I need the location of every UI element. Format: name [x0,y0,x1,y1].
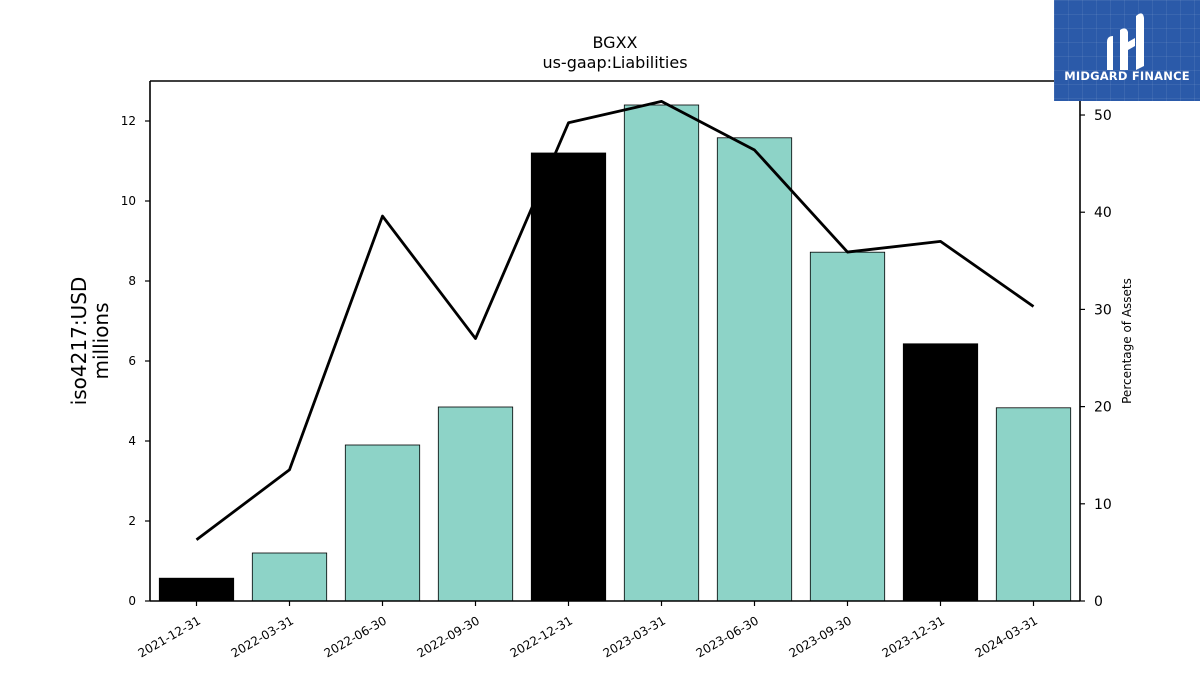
y2-tick-label: 0 [1094,594,1103,610]
bar [623,104,700,602]
y2-tick-label: 50 [1094,108,1112,124]
brand-name: MIDGARD FINANCE [1064,69,1190,83]
x-tick-label: 2022-12-31 [508,613,575,660]
x-tick-label: 2023-12-31 [880,613,947,660]
bar [902,343,979,602]
bar [251,552,328,602]
y-tick-label: 8 [128,274,136,288]
chart-subtitle: us-gaap:Liabilities [542,53,687,72]
x-tick-label: 2022-09-30 [415,613,482,660]
brand-logo: MIDGARD FINANCE [1054,0,1200,101]
y-tick-label: 0 [128,594,136,608]
percentage-line [195,100,1035,541]
bar [809,251,886,602]
x-tick-label: 2024-03-31 [973,613,1040,660]
x-tick-label: 2021-12-31 [136,613,203,660]
axes [149,80,1081,602]
bars [158,104,1072,602]
bar [158,577,235,602]
y-tick-label: 2 [128,514,136,528]
bar [437,406,514,602]
x-tick-label: 2023-09-30 [787,613,854,660]
x-tick-label: 2023-03-31 [601,613,668,660]
chart-title: BGXX [592,33,637,52]
bar [716,137,793,602]
y-tick-label: 12 [121,114,136,128]
y-tick-label: 6 [128,354,136,368]
line-series [195,100,1035,541]
y-axis-label-line: millions [89,302,113,379]
bar [530,152,607,602]
y2-tick-label: 40 [1094,205,1112,221]
midgard-logo-icon [1107,13,1144,70]
x-tick-label: 2022-03-31 [229,613,296,660]
y-tick-label: 10 [121,194,136,208]
y-tick-label: 4 [128,434,136,448]
y2-tick-label: 10 [1094,497,1112,513]
bar [344,444,421,602]
y2-axis-label: Percentage of Assets [1120,278,1134,404]
x-tick-label: 2022-06-30 [322,613,389,660]
y-axis-label-text: iso4217:USDmillions [67,277,113,406]
y-axis-label-line: iso4217:USD [67,277,91,406]
x-tick-label: 2023-06-30 [694,613,761,660]
y2-tick-label: 20 [1094,400,1112,416]
bar [995,407,1072,602]
y-axis-label: iso4217:USDmillions [67,277,113,406]
y2-tick-label: 30 [1094,302,1112,318]
